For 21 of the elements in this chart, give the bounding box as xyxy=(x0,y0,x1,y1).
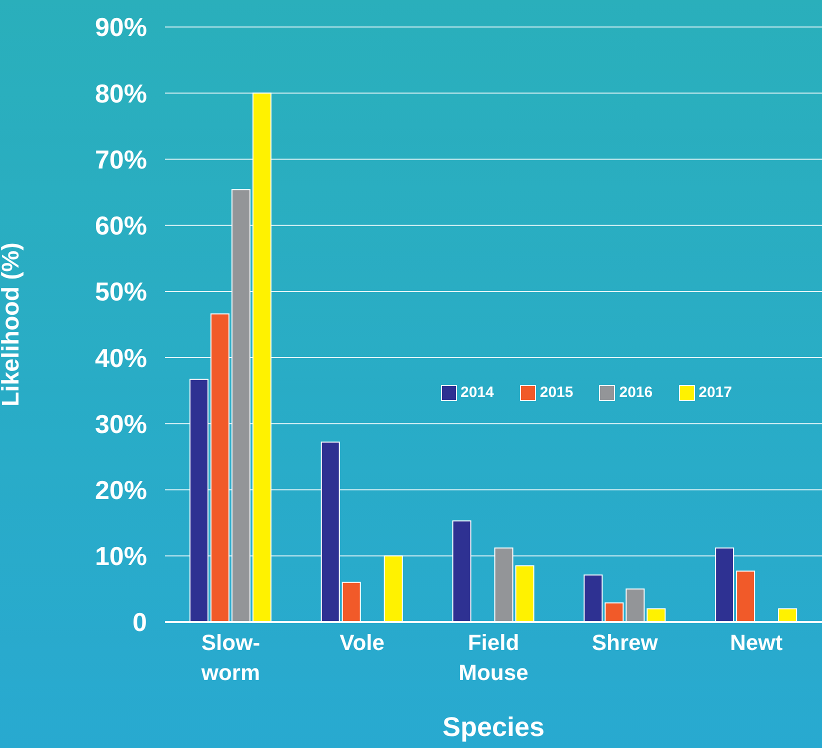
legend-label: 2015 xyxy=(540,384,574,401)
x-tick-label: Field Mouse xyxy=(458,630,528,685)
y-tick-label: 80% xyxy=(94,78,147,108)
legend-label: 2014 xyxy=(460,384,494,401)
y-tick-label: 10% xyxy=(94,541,147,572)
legend-label: 2017 xyxy=(698,384,732,401)
y-tick-label: 30% xyxy=(94,408,147,439)
y-tick-label: 40% xyxy=(94,342,147,373)
x-tick-label: Shrew xyxy=(592,630,659,655)
x-axis-title: Species xyxy=(442,712,545,742)
y-tick-label: 20% xyxy=(94,475,147,506)
y-tick-label: 90% xyxy=(94,12,147,42)
x-tick-label: Vole xyxy=(340,630,385,655)
legend-label: 2016 xyxy=(619,384,653,401)
y-tick-label: 60% xyxy=(94,210,147,241)
y-axis-title: Likelihood (%) xyxy=(0,242,25,406)
y-tick-label: 0 xyxy=(132,607,147,638)
x-tick-label: Newt xyxy=(730,630,784,655)
x-tick-label: Slow-worm xyxy=(200,630,260,685)
y-tick-label: 70% xyxy=(94,144,147,174)
y-tick-label: 50% xyxy=(94,276,147,307)
